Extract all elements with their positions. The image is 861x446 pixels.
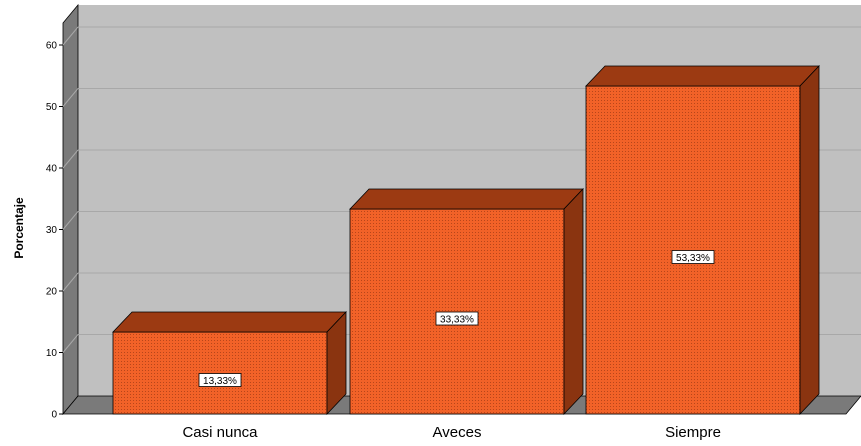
bar-front [349,208,565,415]
data-label-text: 13,33% [203,376,237,387]
x-tick-label: Casi nunca [182,424,258,441]
data-label: 53,33% [671,250,715,264]
data-label-box [671,250,715,264]
left-wall [62,3,79,416]
data-labels: 13,33% 33,33% 53,33% [198,250,715,387]
y-tick-label: 40 [46,164,58,175]
x-tick-label: Aveces [433,424,482,441]
data-label: 13,33% [198,373,242,387]
bar-front [585,85,801,415]
y-tick-label: 0 [51,410,57,421]
y-tick-label: 20 [46,287,58,298]
gridline-diagonal [62,149,79,169]
bar-top [349,188,584,210]
x-axis: Casi nunca Aveces Siempre [182,424,720,441]
data-label-text: 53,33% [676,253,710,264]
data-label-box [198,373,242,387]
bar-side [563,188,584,416]
data-label-box [435,311,479,326]
gridline-diagonal [62,334,79,353]
y-tick-label: 10 [46,348,58,359]
bar-top [585,65,820,87]
bar-side [799,65,820,416]
bar-side [326,311,347,416]
y-tick-label: 30 [46,225,58,236]
bar-top [112,311,347,333]
bars [112,65,820,416]
data-label: 33,33% [435,311,479,326]
gridline-diagonal [62,26,79,46]
y-axis-title: Porcentaje [12,197,26,259]
x-tick-label: Siempre [665,424,721,441]
y-tick-label: 60 [46,41,58,52]
data-label-text: 33,33% [440,315,474,326]
gridline-diagonal [62,211,79,230]
y-tick-label: 50 [46,102,58,113]
bar [585,65,820,416]
bar-front [112,331,328,415]
bar [349,188,584,416]
gridline-diagonal [62,272,79,292]
gridline-diagonal [62,88,79,107]
y-axis: 0 10 20 30 40 50 60 [46,41,63,421]
bar [112,311,347,416]
